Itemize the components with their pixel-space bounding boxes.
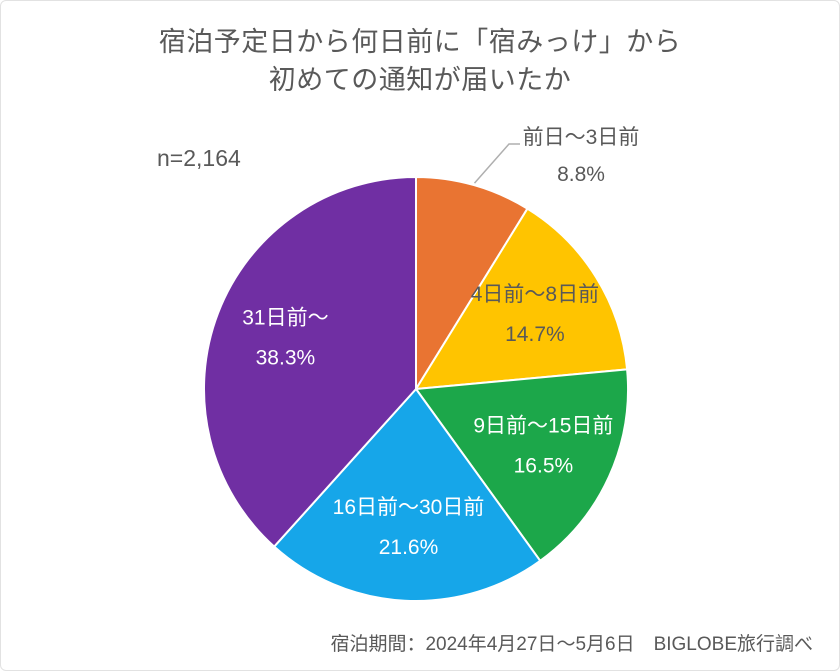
slice-percent-5: 38.3% [256,346,316,369]
slice-percent-2: 14.7% [505,323,565,346]
slice-label-4: 16日前〜30日前 [333,496,485,519]
callout-leader-line [473,143,520,184]
callout-label: 前日〜3日前 8.8% [499,125,663,187]
slice-label-2: 4日前〜8日前 [471,283,599,306]
callout-category: 前日〜3日前 [522,126,640,149]
chart-title-line2: 初めての通知が届いたか [268,65,572,95]
source-note: 宿泊期間：2024年4月27日〜5月6日 BIGLOBE旅行調べ [330,634,813,655]
chart-title-line1: 宿泊予定日から何日前に「宿みっけ」から [158,27,682,57]
pie-slice-4 [273,388,542,602]
slice-percent-3: 16.5% [514,454,574,477]
pie-slice-2 [415,207,629,390]
slice-label-5: 31日前〜 [242,306,328,329]
pie-slice-5 [202,176,417,548]
sample-size-label: n=2,164 [157,145,241,171]
pie-slice-3 [415,368,629,562]
pie-slice-1 [415,176,529,390]
slice-percent-4: 21.6% [379,536,439,559]
slice-label-3: 9日前〜15日前 [473,414,613,437]
chart-title: 宿泊予定日から何日前に「宿みっけ」から 初めての通知が届いたか [1,23,839,99]
callout-percent: 8.8% [557,163,605,186]
